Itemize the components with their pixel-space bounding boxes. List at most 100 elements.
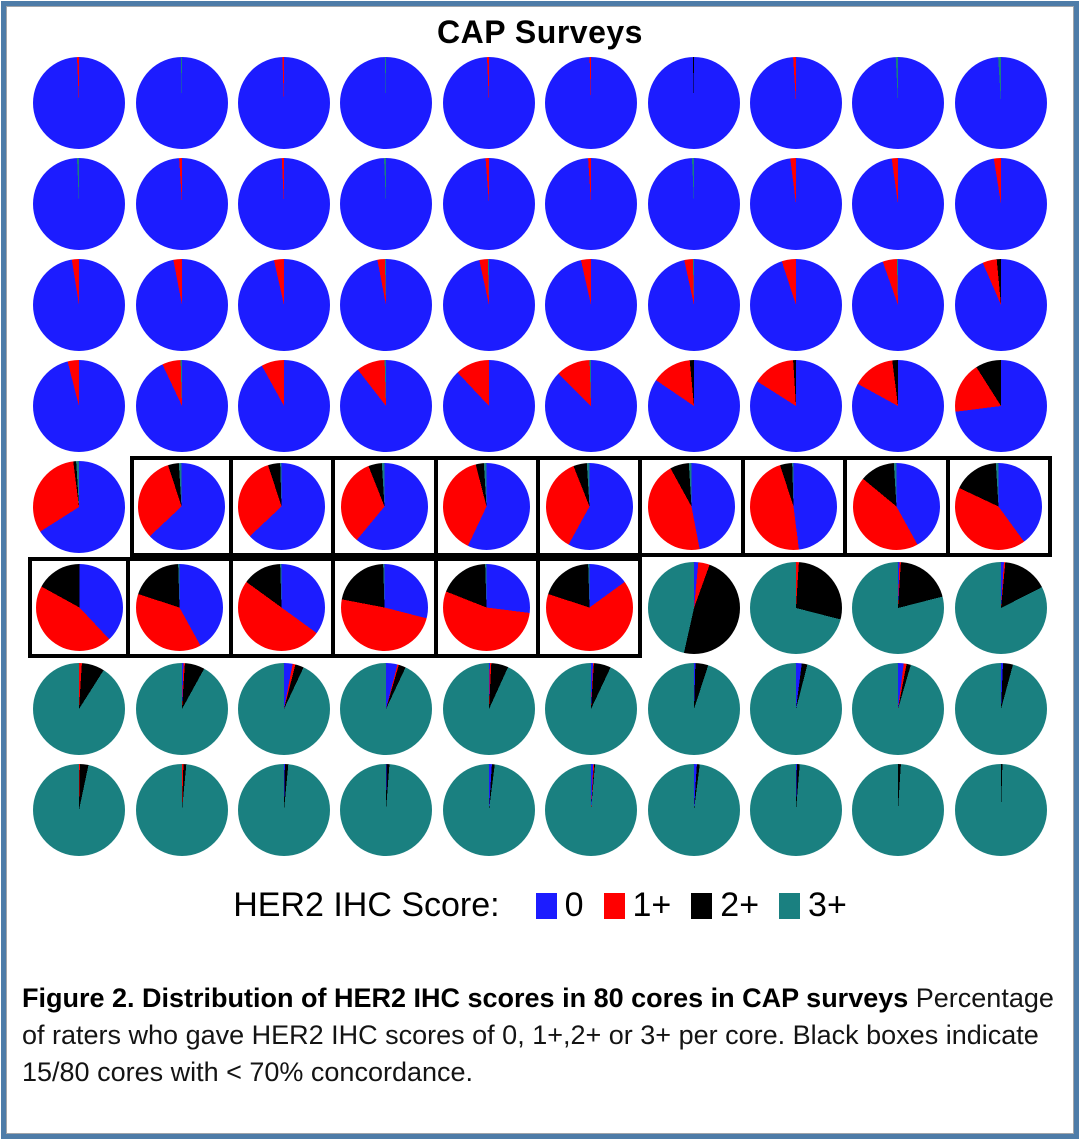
- pie-core-r6c7: [647, 561, 740, 654]
- pie-core-r8c2: [135, 763, 228, 856]
- pie-core-r8c7: [647, 763, 740, 856]
- pie-cell-r5c4-low-concordance-box: [335, 456, 438, 557]
- pie-cell-r4c7: [642, 355, 744, 456]
- pie-core-r8c1: [33, 763, 126, 856]
- pie-cell-r5c9-low-concordance-box: [847, 456, 950, 557]
- pie-core-r4c4: [340, 359, 433, 452]
- pie-core-r8c9: [852, 763, 945, 856]
- pie-row-1: [28, 52, 1052, 153]
- pie-core-r1c10: [954, 56, 1047, 149]
- pie-cell-r1c1: [28, 52, 130, 153]
- pie-cell-r2c9: [847, 153, 949, 254]
- pie-core-r4c2: [135, 359, 228, 452]
- pie-cell-r2c8: [745, 153, 847, 254]
- pie-core-r2c10: [954, 157, 1047, 250]
- legend-item-label: 0: [564, 886, 584, 924]
- pie-cell-r7c7: [642, 658, 744, 759]
- pie-cell-r8c2: [130, 759, 232, 860]
- pie-core-r3c9: [852, 258, 945, 351]
- pie-cell-r1c7: [642, 52, 744, 153]
- pie-cell-r8c4: [335, 759, 437, 860]
- pie-cell-r5c6-low-concordance-box: [539, 456, 643, 557]
- pie-core-r3c6: [545, 258, 638, 351]
- pie-cell-r3c6: [540, 254, 642, 355]
- pie-row-4: [28, 355, 1052, 456]
- pie-cell-r6c10: [950, 557, 1052, 658]
- pie-cell-r8c8: [745, 759, 847, 860]
- pie-cell-r2c2: [130, 153, 232, 254]
- figure-caption: Figure 2. Distribution of HER2 IHC score…: [22, 980, 1060, 1091]
- legend-item-3plus: 3+: [779, 886, 847, 925]
- pie-core-r6c4: [340, 564, 428, 651]
- pie-cell-r3c10: [950, 254, 1052, 355]
- pie-cell-r4c9: [847, 355, 949, 456]
- pie-cell-r5c5-low-concordance-box: [437, 456, 540, 557]
- pie-core-r2c5: [442, 157, 535, 250]
- pie-core-r5c2: [138, 463, 226, 550]
- pie-core-r4c6: [545, 359, 638, 452]
- pie-core-r5c8: [750, 463, 838, 550]
- pie-cell-r8c10: [950, 759, 1052, 860]
- pie-core-r6c10: [954, 561, 1047, 654]
- pie-cell-r3c8: [745, 254, 847, 355]
- pie-core-r6c5: [443, 564, 531, 651]
- pie-core-r1c9: [852, 56, 945, 149]
- pie-core-r3c4: [340, 258, 433, 351]
- pie-cell-r1c10: [950, 52, 1052, 153]
- pie-cell-r3c2: [130, 254, 232, 355]
- legend-item-1plus: 1+: [603, 886, 672, 925]
- pie-cell-r7c1: [28, 658, 130, 759]
- pie-cell-r3c7: [642, 254, 744, 355]
- pie-cell-r7c8: [745, 658, 847, 759]
- pie-core-r5c5: [443, 463, 531, 550]
- pie-core-r5c4: [340, 463, 428, 550]
- pie-cell-r4c8: [745, 355, 847, 456]
- legend-items: 0 1+ 2+ 3+: [516, 886, 847, 925]
- pie-cell-r6c1-low-concordance-box: [28, 557, 131, 658]
- pie-cell-r1c6: [540, 52, 642, 153]
- pie-core-r5c7: [648, 463, 736, 550]
- pie-core-r7c5: [442, 662, 535, 755]
- pie-core-r6c1: [35, 564, 123, 651]
- pie-cell-r4c5: [438, 355, 540, 456]
- pie-core-r4c9: [852, 359, 945, 452]
- pie-core-r1c8: [749, 56, 842, 149]
- pie-cell-r6c9: [847, 557, 949, 658]
- pie-core-r3c10: [954, 258, 1047, 351]
- pie-core-r1c1: [33, 56, 126, 149]
- pie-cell-r6c5-low-concordance-box: [437, 557, 540, 658]
- pie-core-r4c3: [237, 359, 330, 452]
- pie-cell-r3c4: [335, 254, 437, 355]
- pie-cell-r1c5: [438, 52, 540, 153]
- legend-item-label: 1+: [632, 886, 672, 924]
- pie-core-r2c8: [749, 157, 842, 250]
- pie-cell-r5c1: [28, 456, 130, 557]
- pie-row-8: [28, 759, 1052, 860]
- pie-cell-r3c5: [438, 254, 540, 355]
- pie-cell-r7c6: [540, 658, 642, 759]
- pie-cell-r5c8-low-concordance-box: [744, 456, 848, 557]
- pie-core-r3c5: [442, 258, 535, 351]
- pie-core-r7c3: [237, 662, 330, 755]
- pie-cell-r1c3: [233, 52, 335, 153]
- pie-core-r3c2: [135, 258, 228, 351]
- pie-cell-r3c1: [28, 254, 130, 355]
- legend-swatch-2plus: [691, 892, 713, 919]
- pie-cell-r2c7: [642, 153, 744, 254]
- pie-core-r4c10: [954, 359, 1047, 452]
- pie-core-r6c6: [545, 564, 633, 651]
- pie-core-r8c6: [545, 763, 638, 856]
- legend-item-0: 0: [535, 886, 584, 925]
- pie-cell-r2c3: [233, 153, 335, 254]
- pie-core-r2c4: [340, 157, 433, 250]
- pie-core-r7c7: [647, 662, 740, 755]
- pie-core-r2c7: [647, 157, 740, 250]
- pie-core-r1c2: [135, 56, 228, 149]
- pie-core-r1c3: [237, 56, 330, 149]
- pie-core-r7c10: [954, 662, 1047, 755]
- pie-cell-r7c5: [438, 658, 540, 759]
- pie-cell-r7c4: [335, 658, 437, 759]
- pie-core-r3c3: [237, 258, 330, 351]
- pie-row-6: [28, 557, 1052, 658]
